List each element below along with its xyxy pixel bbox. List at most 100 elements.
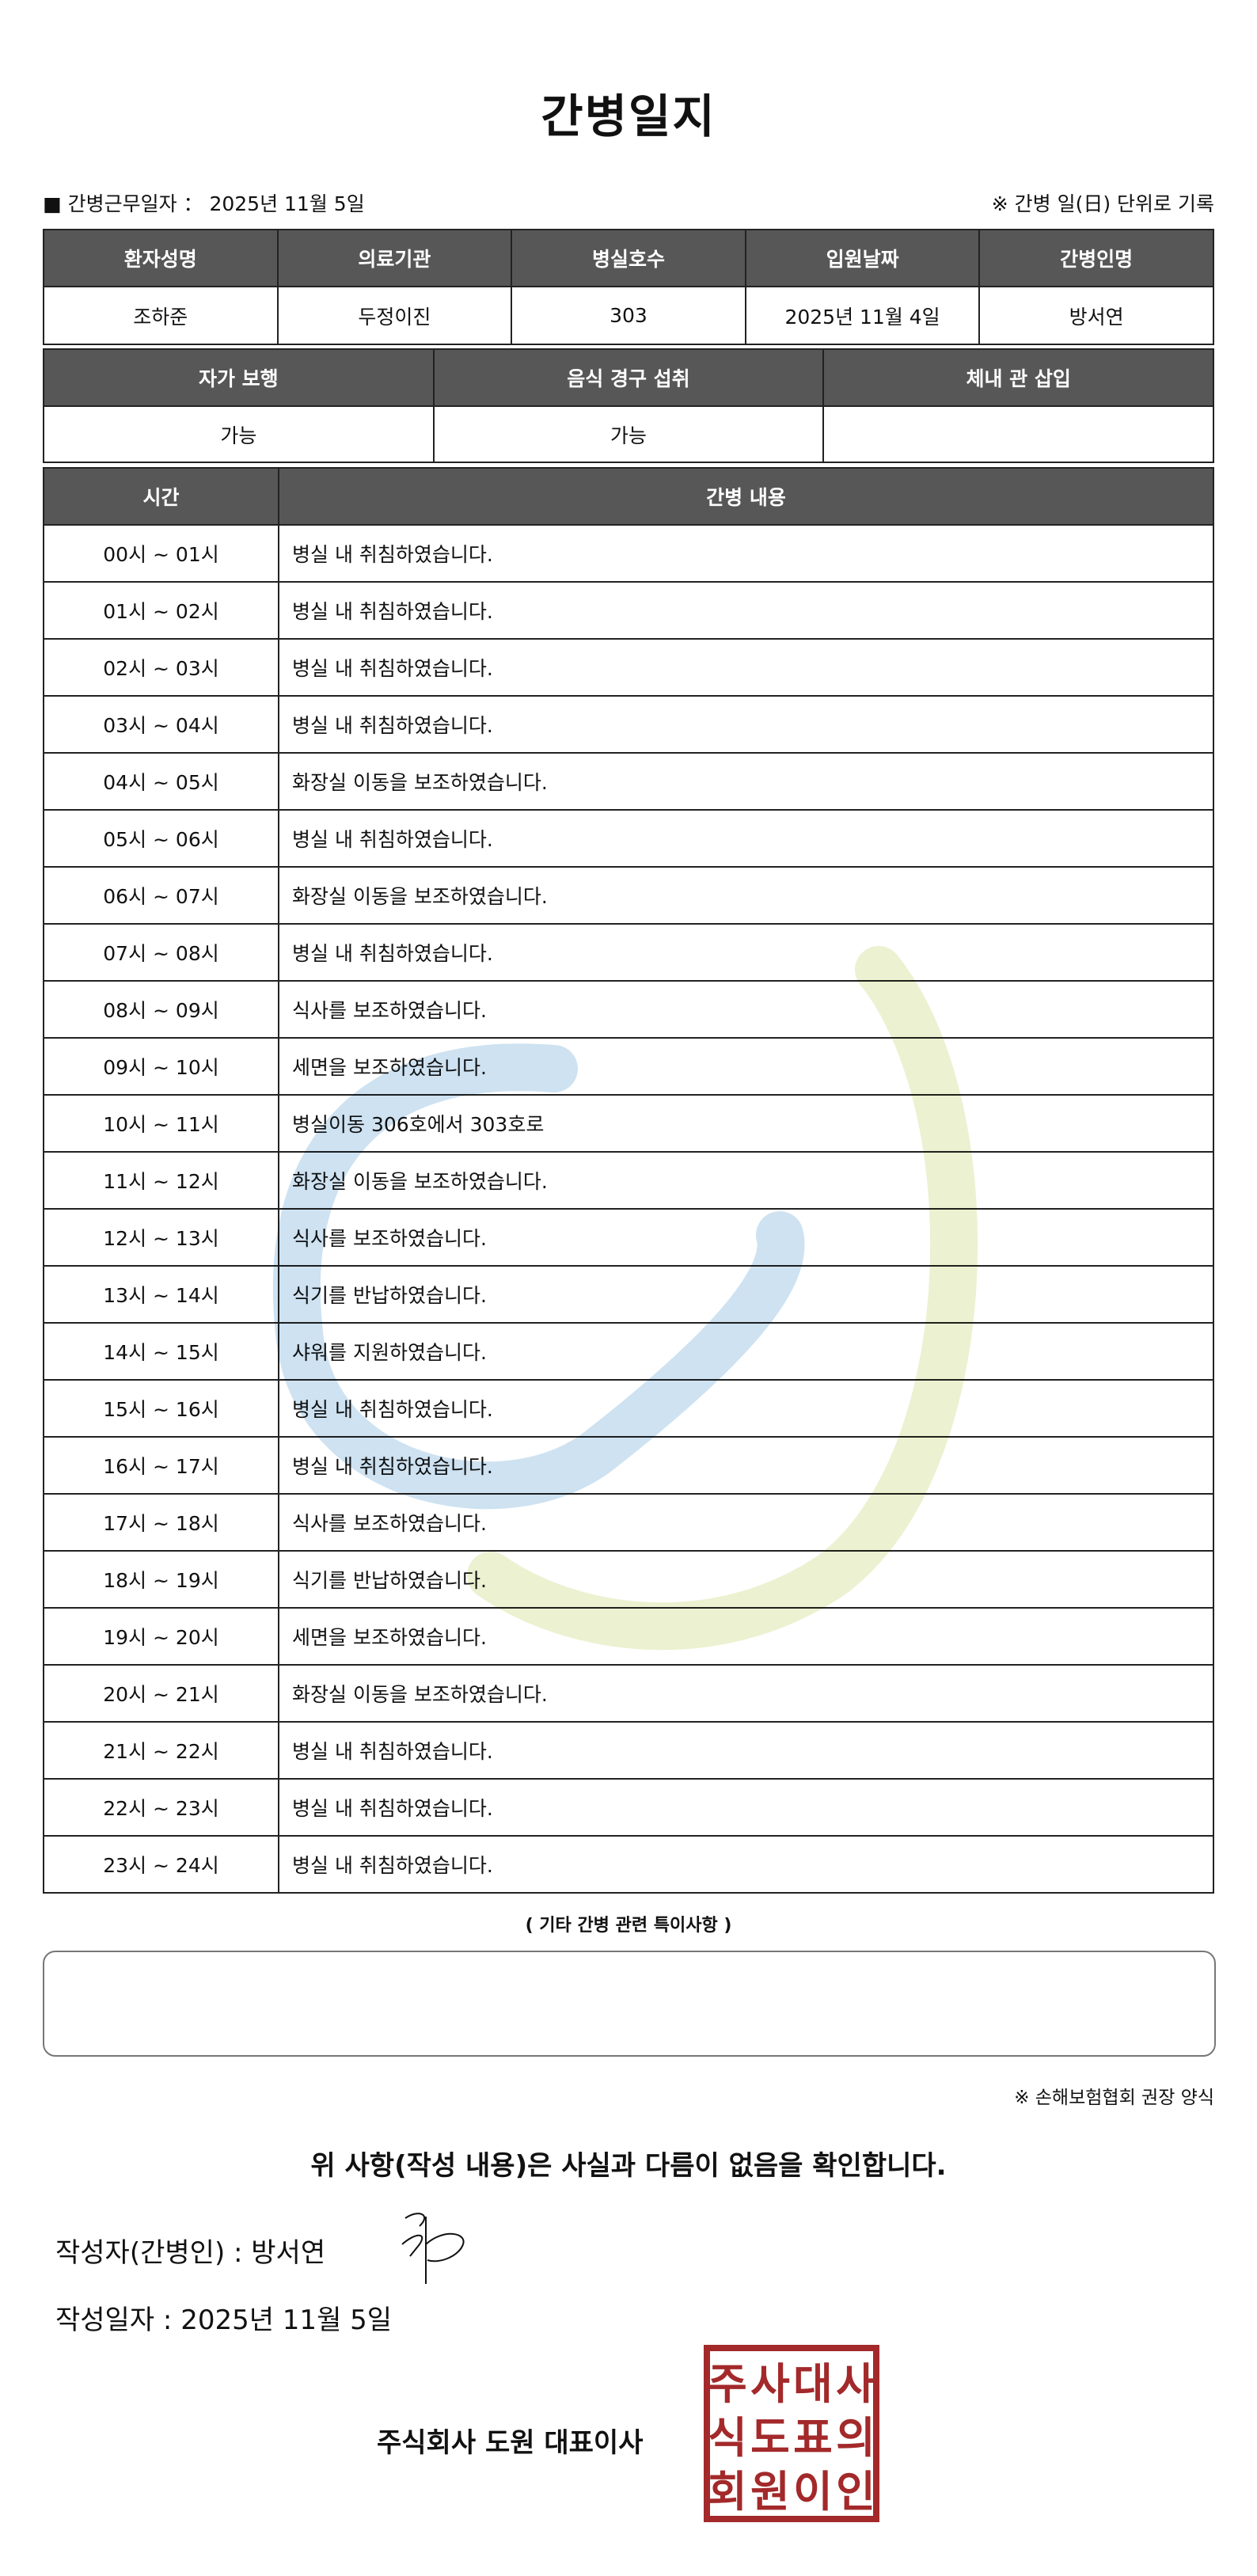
- seal-character: 도: [750, 2413, 790, 2463]
- content-cell: 세면을 보조하였습니다.: [278, 1607, 1214, 1666]
- patient-info-table: 환자성명 의료기관 병실호수 입원날짜 간병인명 조하준 두정이진 303 20…: [43, 229, 1214, 345]
- table-row: 07시 ~ 08시 병실 내 취침하였습니다.: [43, 923, 1214, 982]
- seal-character: 표: [793, 2413, 833, 2463]
- form-note: ※ 손해보험협회 권장 양식: [1014, 2088, 1214, 2108]
- table-row: 00시 ~ 01시 병실 내 취침하였습니다.: [43, 524, 1214, 583]
- status-table: 자가 보행 음식 경구 섭취 체내 관 삽입 가능 가능: [43, 348, 1214, 463]
- content-cell: 화장실 이동을 보조하였습니다.: [278, 1664, 1214, 1723]
- content-cell: 병실 내 취침하였습니다.: [278, 1436, 1214, 1495]
- header-hospital: 의료기관: [276, 229, 513, 287]
- time-cell: 17시 ~ 18시: [43, 1493, 279, 1552]
- time-cell: 23시 ~ 24시: [43, 1835, 279, 1894]
- table-row: 06시 ~ 07시 화장실 이동을 보조하였습니다.: [43, 866, 1214, 925]
- time-cell: 01시 ~ 02시: [43, 581, 279, 640]
- page-title: 간병일지: [541, 89, 716, 143]
- time-cell: 08시 ~ 09시: [43, 980, 279, 1039]
- content-cell: 병실 내 취침하였습니다.: [278, 695, 1214, 754]
- time-cell: 09시 ~ 10시: [43, 1037, 279, 1096]
- company-name: 주식회사 도원 대표이사: [377, 2427, 644, 2459]
- time-cell: 13시 ~ 14시: [43, 1265, 279, 1324]
- content-cell: 샤워를 지원하였습니다.: [278, 1322, 1214, 1381]
- table-row: 15시 ~ 16시 병실 내 취침하였습니다.: [43, 1379, 1214, 1438]
- time-cell: 22시 ~ 23시: [43, 1778, 279, 1837]
- content-cell: 병실 내 취침하였습니다.: [278, 1778, 1214, 1837]
- table-row: 18시 ~ 19시 식기를 반납하였습니다.: [43, 1550, 1214, 1609]
- time-cell: 02시 ~ 03시: [43, 638, 279, 697]
- table-row: 05시 ~ 06시 병실 내 취침하였습니다.: [43, 809, 1214, 868]
- header-admission-date: 입원날짜: [744, 229, 981, 287]
- table-row: 20시 ~ 21시 화장실 이동을 보조하였습니다.: [43, 1664, 1214, 1723]
- writer-line: 작성자(간병인) : 방서연: [55, 2237, 326, 2269]
- written-date: 작성일자 : 2025년 11월 5일: [55, 2304, 393, 2336]
- header-tube: 체내 관 삽입: [822, 348, 1214, 407]
- oral-intake-value: 가능: [432, 405, 825, 463]
- seal-character: 식: [708, 2413, 747, 2463]
- table-row: 02시 ~ 03시 병실 내 취침하였습니다.: [43, 638, 1214, 697]
- table-row: 01시 ~ 02시 병실 내 취침하였습니다.: [43, 581, 1214, 640]
- content-cell: 병실 내 취침하였습니다.: [278, 581, 1214, 640]
- content-cell: 식기를 반납하였습니다.: [278, 1265, 1214, 1324]
- table-row: 13시 ~ 14시 식기를 반납하였습니다.: [43, 1265, 1214, 1324]
- table-row: 16시 ~ 17시 병실 내 취침하였습니다.: [43, 1436, 1214, 1495]
- content-cell: 식사를 보조하였습니다.: [278, 1493, 1214, 1552]
- time-cell: 15시 ~ 16시: [43, 1379, 279, 1438]
- tube-value: [822, 405, 1214, 463]
- header-content: 간병 내용: [278, 467, 1214, 526]
- time-cell: 16시 ~ 17시: [43, 1436, 279, 1495]
- content-cell: 화장실 이동을 보조하였습니다.: [278, 866, 1214, 925]
- header-oral-intake: 음식 경구 섭취: [432, 348, 825, 407]
- table-row: 04시 ~ 05시 화장실 이동을 보조하였습니다.: [43, 752, 1214, 811]
- unit-note: ※ 간병 일(日) 단위로 기록: [991, 192, 1214, 215]
- header-caregiver: 간병인명: [978, 229, 1214, 287]
- confirmation-text: 위 사항(작성 내용)은 사실과 다름이 없음을 확인합니다.: [310, 2150, 947, 2182]
- seal-character: 회: [708, 2467, 747, 2517]
- content-cell: 병실 내 취침하였습니다.: [278, 1835, 1214, 1894]
- time-cell: 18시 ~ 19시: [43, 1550, 279, 1609]
- admission-date: 2025년 11월 4일: [744, 286, 981, 345]
- content-cell: 병실 내 취침하였습니다.: [278, 1721, 1214, 1780]
- table-row: 21시 ~ 22시 병실 내 취침하였습니다.: [43, 1721, 1214, 1780]
- patient-name: 조하준: [43, 286, 279, 345]
- content-cell: 식사를 보조하였습니다.: [278, 1208, 1214, 1267]
- content-cell: 식기를 반납하였습니다.: [278, 1550, 1214, 1609]
- content-cell: 식사를 보조하였습니다.: [278, 980, 1214, 1039]
- header-patient-name: 환자성명: [43, 229, 279, 287]
- content-cell: 세면을 보조하였습니다.: [278, 1037, 1214, 1096]
- seal-character: 이: [793, 2467, 833, 2517]
- company-seal-image: 주식회 사도원 대표이 사의인: [704, 2345, 879, 2522]
- content-cell: 병실 내 취침하였습니다.: [278, 638, 1214, 697]
- table-row: 09시 ~ 10시 세면을 보조하였습니다.: [43, 1037, 1214, 1096]
- time-cell: 04시 ~ 05시: [43, 752, 279, 811]
- notes-label: ( 기타 간병 관련 특이사항 ): [525, 1916, 732, 1936]
- duty-date: ■ 간병근무일자 ： 2025년 11월 5일: [43, 192, 365, 215]
- time-cell: 10시 ~ 11시: [43, 1094, 279, 1153]
- time-cell: 05시 ~ 06시: [43, 809, 279, 868]
- content-cell: 병실이동 306호에서 303호로: [278, 1094, 1214, 1153]
- table-row: 03시 ~ 04시 병실 내 취침하였습니다.: [43, 695, 1214, 754]
- notes-box: [43, 1951, 1216, 2057]
- time-cell: 03시 ~ 04시: [43, 695, 279, 754]
- header-walking: 자가 보행: [43, 348, 435, 407]
- content-cell: 화장실 이동을 보조하였습니다.: [278, 1151, 1214, 1210]
- seal-character: 사: [836, 2359, 875, 2409]
- caregiver-name: 방서연: [978, 286, 1214, 345]
- time-cell: 21시 ~ 22시: [43, 1721, 279, 1780]
- time-cell: 20시 ~ 21시: [43, 1664, 279, 1723]
- content-cell: 병실 내 취침하였습니다.: [278, 1379, 1214, 1438]
- time-cell: 12시 ~ 13시: [43, 1208, 279, 1267]
- hospital: 두정이진: [276, 286, 513, 345]
- signature-image: [401, 2213, 465, 2284]
- time-cell: 11시 ~ 12시: [43, 1151, 279, 1210]
- seal-character: 사: [750, 2359, 790, 2409]
- table-row: 08시 ~ 09시 식사를 보조하였습니다.: [43, 980, 1214, 1039]
- time-cell: 00시 ~ 01시: [43, 524, 279, 583]
- table-row: 17시 ~ 18시 식사를 보조하였습니다.: [43, 1493, 1214, 1552]
- content-cell: 병실 내 취침하였습니다.: [278, 524, 1214, 583]
- header-room: 병실호수: [511, 229, 746, 287]
- seal-character: 인: [836, 2467, 875, 2517]
- table-row: 19시 ~ 20시 세면을 보조하였습니다.: [43, 1607, 1214, 1666]
- table-row: 14시 ~ 15시 샤워를 지원하였습니다.: [43, 1322, 1214, 1381]
- table-row: 22시 ~ 23시 병실 내 취침하였습니다.: [43, 1778, 1214, 1837]
- seal-character: 대: [793, 2359, 833, 2409]
- time-cell: 06시 ~ 07시: [43, 866, 279, 925]
